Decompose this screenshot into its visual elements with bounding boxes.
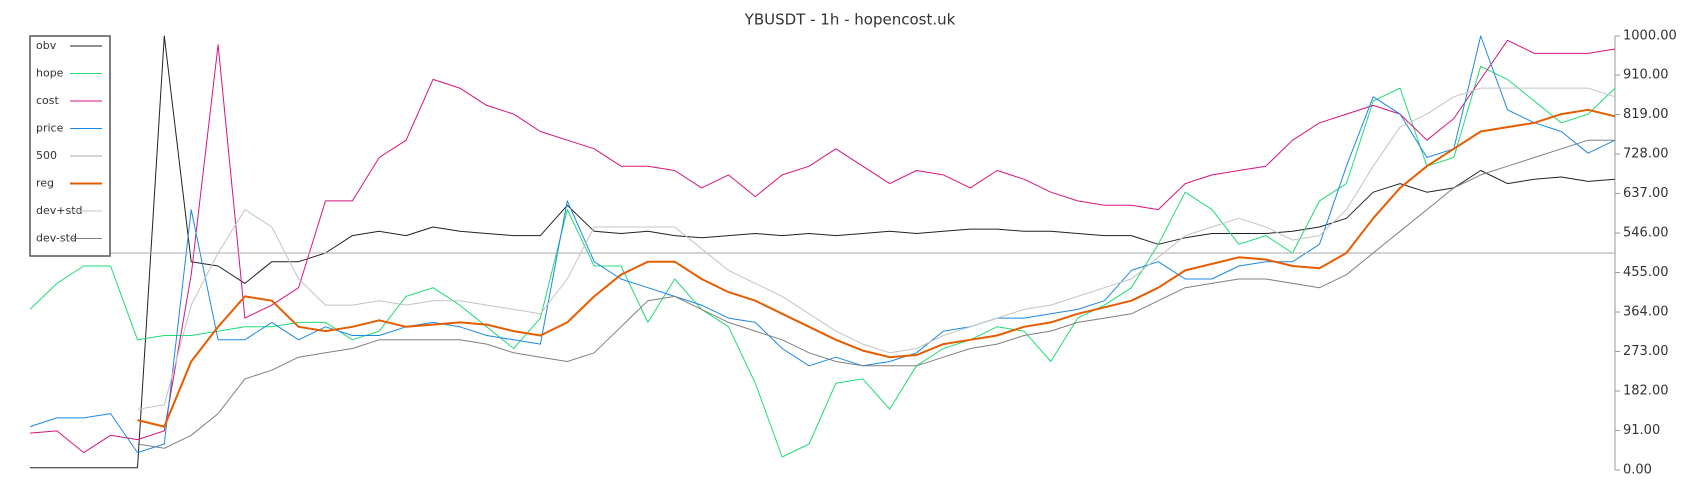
- chart-title: YBUSDT - 1h - hopencost.uk: [744, 11, 956, 29]
- legend-label: obv: [36, 39, 57, 52]
- y-tick-label: 637.00: [1623, 186, 1669, 201]
- legend-label: price: [36, 122, 64, 135]
- y-tick-label: 819.00: [1623, 107, 1669, 122]
- legend-label: cost: [36, 94, 60, 107]
- legend-label: dev-std: [36, 232, 77, 245]
- y-tick-label: 364.00: [1623, 305, 1669, 320]
- legend-label: hope: [36, 67, 64, 80]
- y-tick-label: 273.00: [1623, 344, 1669, 359]
- y-tick-label: 546.00: [1623, 226, 1669, 241]
- y-tick-label: 1000.00: [1623, 29, 1677, 44]
- y-tick-label: 91.00: [1623, 423, 1660, 438]
- legend: obv hope cost price 500 reg dev+std dev-std: [29, 35, 111, 257]
- y-tick-label: 455.00: [1623, 265, 1669, 280]
- y-tick-label: 910.00: [1623, 68, 1669, 83]
- y-tick-label: 0.00: [1623, 463, 1652, 478]
- series-line: [29, 65, 1616, 458]
- series-line: [137, 87, 1616, 410]
- series-line: [29, 35, 1616, 454]
- legend-label: reg: [36, 177, 54, 190]
- series-line: [30, 35, 1616, 469]
- legend-label: 500: [36, 149, 57, 162]
- y-tick-label: 728.00: [1623, 147, 1669, 162]
- series-line: [29, 39, 1616, 454]
- y-tick-label: 182.00: [1623, 384, 1669, 399]
- series-line: [137, 139, 1615, 449]
- series-line: [137, 108, 1616, 428]
- legend-box: [29, 35, 111, 257]
- legend-label: dev+std: [36, 204, 83, 217]
